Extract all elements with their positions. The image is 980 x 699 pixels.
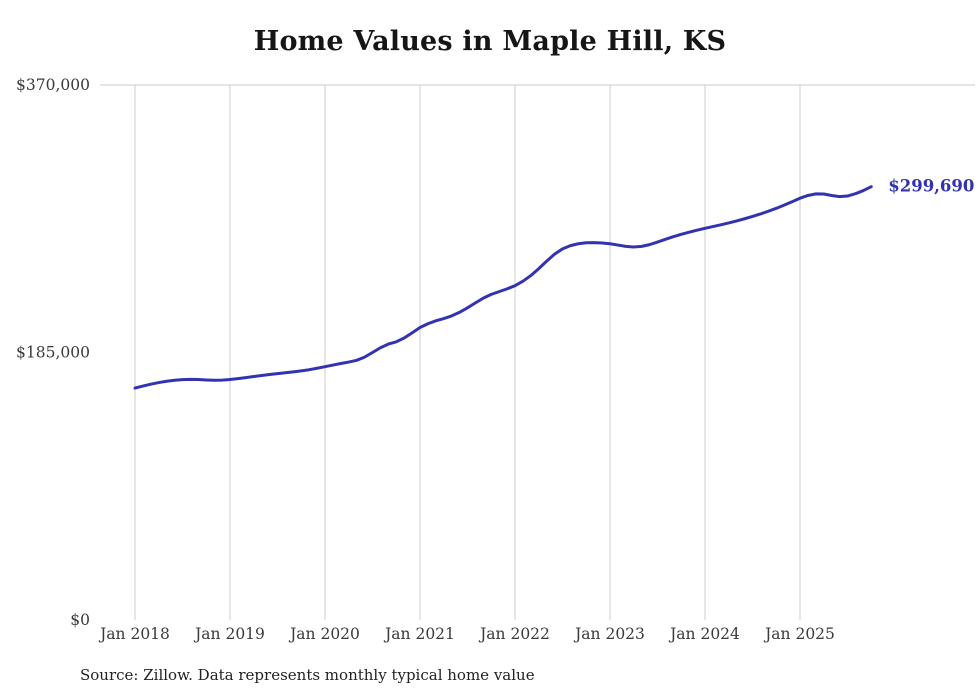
x-tick-label: Jan 2020: [288, 625, 360, 643]
x-tick-label: Jan 2025: [763, 625, 835, 643]
end-value-label: $299,690: [888, 177, 974, 196]
y-tick-label: $185,000: [16, 344, 90, 362]
x-tick-label: Jan 2018: [98, 625, 170, 643]
x-tick-label: Jan 2023: [573, 625, 645, 643]
x-tick-label: Jan 2022: [478, 625, 550, 643]
home-value-line: [133, 185, 873, 390]
x-tick-label: Jan 2021: [383, 625, 455, 643]
x-tick-label: Jan 2024: [668, 625, 740, 643]
y-tick-label: $370,000: [16, 76, 90, 94]
source-note: Source: Zillow. Data represents monthly …: [80, 666, 535, 684]
y-tick-label: $0: [70, 611, 90, 629]
x-tick-label: Jan 2019: [193, 625, 265, 643]
chart-title: Home Values in Maple Hill, KS: [253, 26, 727, 57]
